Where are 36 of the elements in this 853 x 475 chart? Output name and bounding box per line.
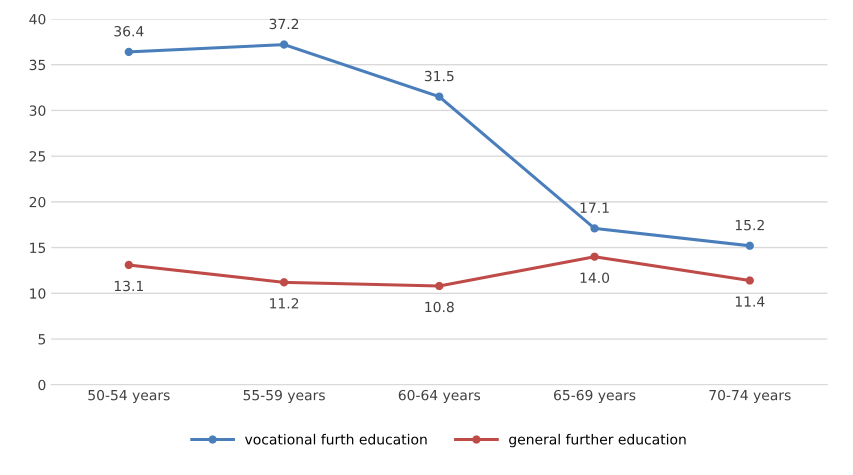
data-label: 37.2 bbox=[270, 18, 298, 30]
y-tick-label: 40 bbox=[29, 14, 46, 24]
y-tick-label: 25 bbox=[30, 151, 46, 162]
x-tick-label: 70-74 years bbox=[709, 390, 791, 404]
point bbox=[435, 282, 444, 290]
y-tick-label: 0 bbox=[38, 380, 46, 390]
data-label: 14.0 bbox=[580, 272, 610, 283]
x-tick-label: 65-69 years bbox=[554, 390, 636, 404]
point bbox=[124, 260, 133, 270]
point bbox=[124, 48, 133, 56]
y-tick-label: 10 bbox=[30, 288, 46, 299]
data-label: 11.4 bbox=[736, 296, 764, 307]
point bbox=[435, 92, 444, 101]
data-label: 10.8 bbox=[425, 302, 454, 312]
data-label: 15.2 bbox=[736, 220, 764, 230]
legend-label: general further education bbox=[509, 434, 686, 448]
point bbox=[280, 278, 288, 287]
y-tick-label: 5 bbox=[38, 334, 46, 345]
point bbox=[590, 252, 599, 261]
legend-label: vocational furth education bbox=[244, 434, 427, 445]
point bbox=[746, 242, 754, 250]
x-tick-label: 50-54 years bbox=[88, 390, 170, 404]
y-tick-label: 20 bbox=[30, 196, 46, 208]
point bbox=[590, 224, 599, 233]
x-tick-label: 55-59 years bbox=[244, 390, 325, 404]
data-label: 36.4 bbox=[114, 26, 144, 37]
point bbox=[746, 276, 754, 285]
data-label: 13.1 bbox=[114, 280, 143, 292]
x-tick-label: 60-64 years bbox=[398, 390, 480, 404]
y-tick-label: 15 bbox=[30, 242, 46, 254]
y-tick-label: 30 bbox=[30, 105, 46, 116]
data-label: 31.5 bbox=[424, 70, 454, 82]
point bbox=[280, 40, 288, 49]
y-tick-label: 35 bbox=[30, 60, 46, 70]
data-label: 11.2 bbox=[270, 298, 298, 308]
data-label: 17.1 bbox=[580, 202, 609, 213]
